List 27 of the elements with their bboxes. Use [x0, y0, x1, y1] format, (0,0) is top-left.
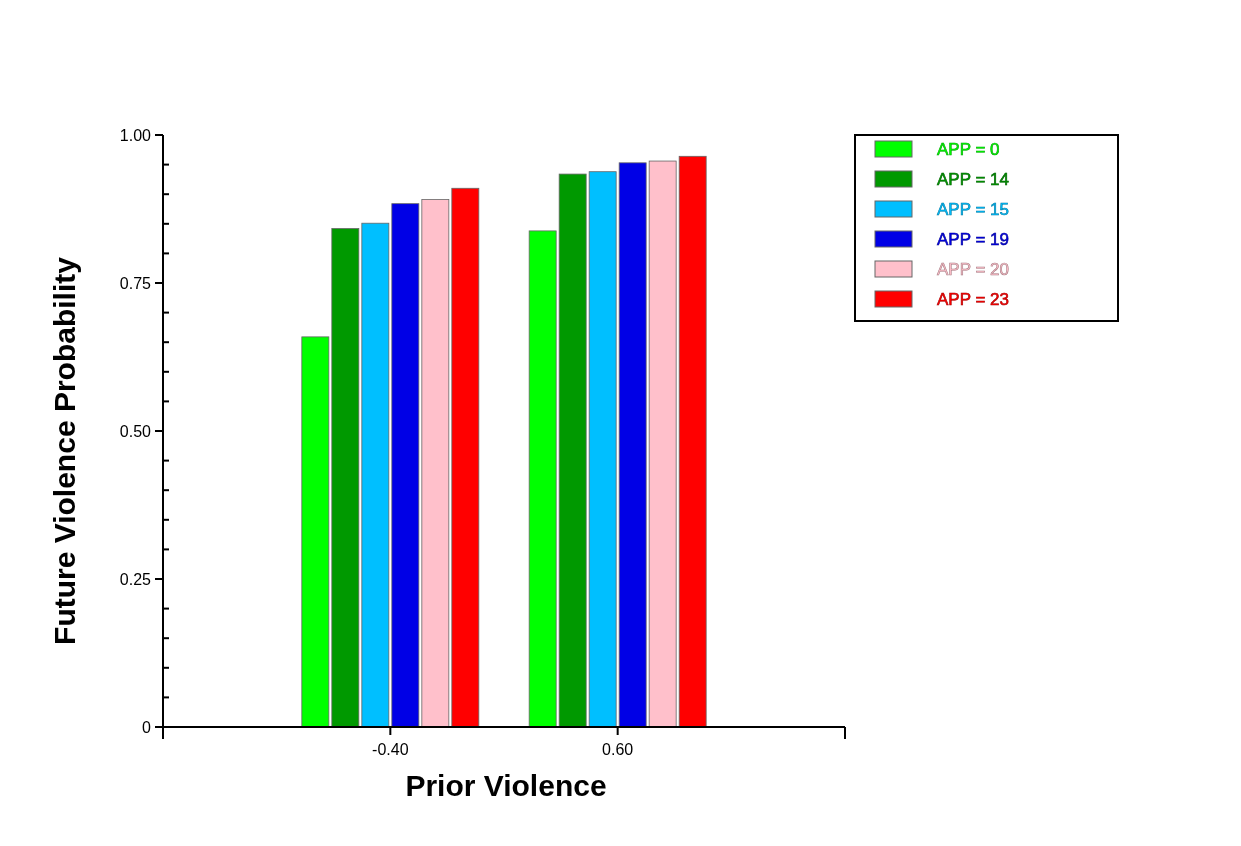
bar: [528, 230, 557, 728]
y-tick-label: 0: [142, 718, 152, 736]
bar: [331, 228, 360, 728]
y-tick-label: 1.00: [119, 126, 152, 144]
legend-label: APP = 20: [937, 260, 1009, 279]
x-tick-label: -0.40: [372, 741, 409, 758]
y-tick-label: 0.25: [119, 570, 152, 588]
legend-label: APP = 14: [937, 170, 1009, 189]
legend-label: APP = 23: [937, 290, 1009, 309]
bar: [558, 173, 587, 728]
y-axis-title: Future Violence Probability: [48, 256, 81, 645]
legend-label: APP = 19: [937, 230, 1009, 249]
bar: [391, 203, 420, 728]
bar: [648, 160, 677, 728]
bar: [301, 336, 330, 728]
bar: [421, 199, 450, 728]
x-axis-title: Prior Violence: [405, 769, 607, 802]
legend-label: APP = 0: [937, 140, 1000, 159]
y-tick-label: 0.50: [119, 422, 152, 440]
bar: [451, 187, 480, 728]
bar: [678, 155, 707, 728]
bar: [618, 162, 647, 728]
y-tick-label: 0.75: [119, 274, 152, 292]
legend-label: APP = 15: [937, 200, 1009, 219]
x-tick-label: 0.60: [602, 741, 634, 758]
bar: [588, 171, 617, 728]
bar: [361, 222, 390, 728]
